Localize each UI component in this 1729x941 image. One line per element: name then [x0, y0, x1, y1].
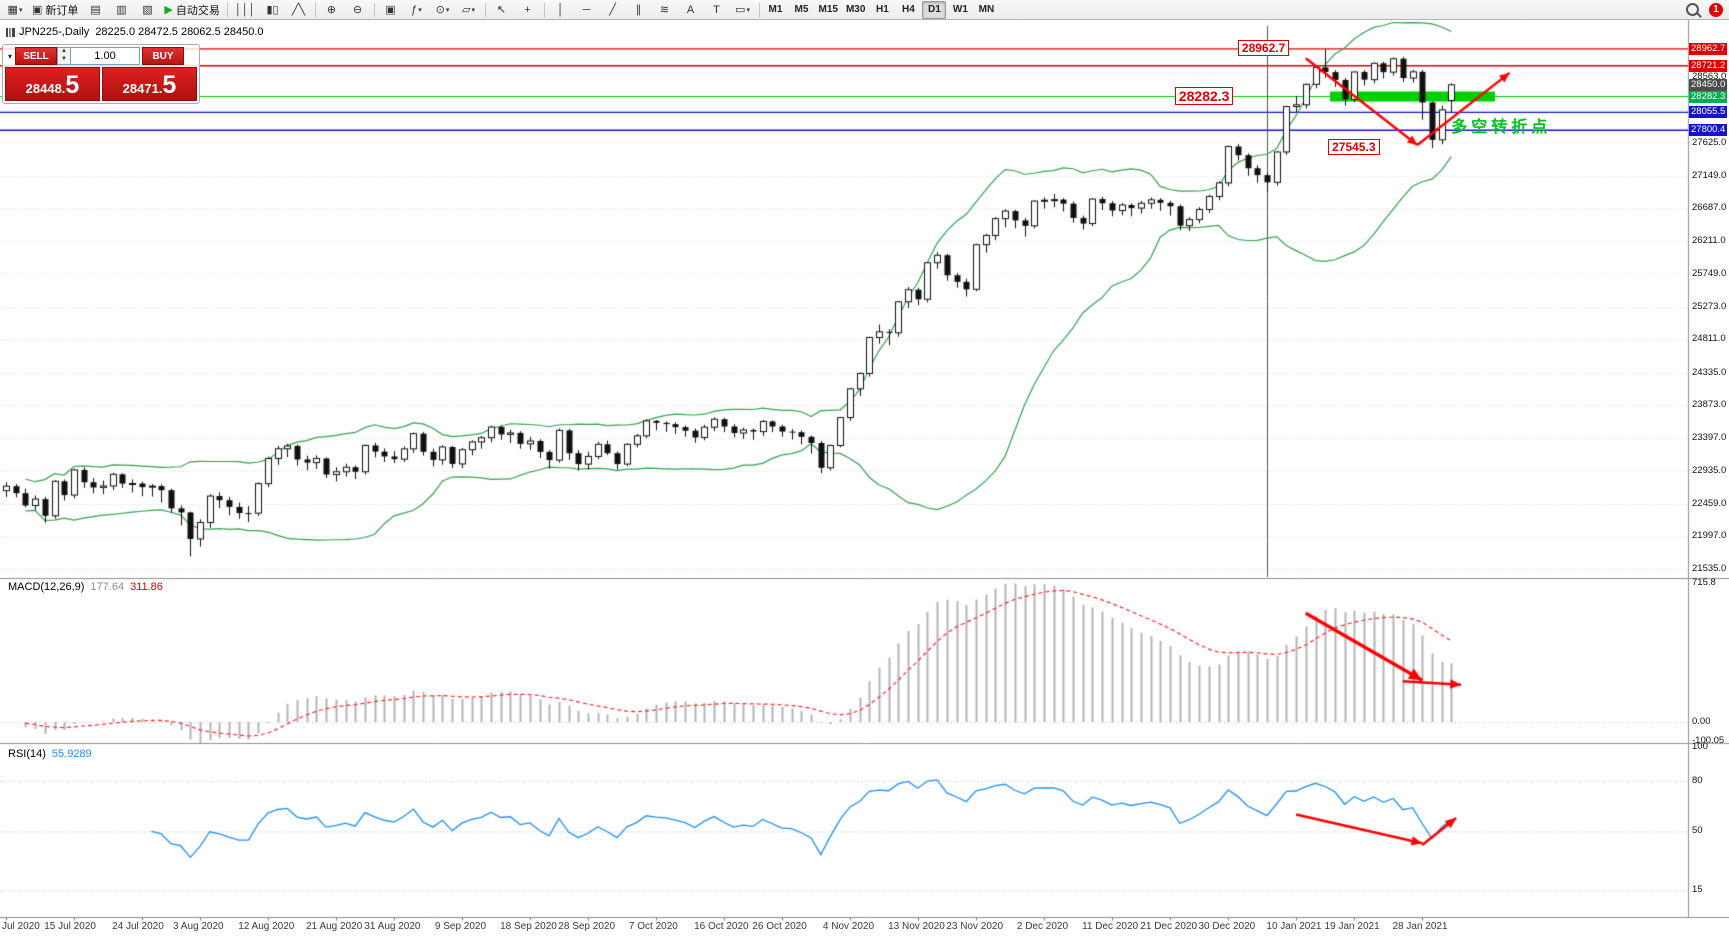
cursor-button[interactable]: ↖ — [490, 1, 514, 19]
text-button[interactable]: A — [679, 1, 703, 19]
sell-button[interactable]: SELL — [15, 47, 57, 65]
toolbar: ▦ ▾ ▣ 新订单 ▤ ▥ ▧ ▶ 自动交易 │││ ▮▯ ╱╲ ⊕ ⊖ ▣ ƒ ▾ ⊙ ▾ ▱ ▾ ↖ + │ ─ ╱ ∥ ≋ A T ▭… — [0, 0, 1729, 20]
horizontal-line-button-icon: ─ — [582, 3, 591, 16]
timeframe-button-H4[interactable]: H4 — [902, 4, 915, 15]
fibonacci-button-icon: ≋ — [659, 4, 670, 16]
periods-button[interactable]: ⊙ ▾ — [431, 1, 455, 19]
autotrading-button-icon: ▶ — [164, 4, 173, 16]
periods-button-icon: ⊙ — [435, 4, 445, 16]
timeframe-button-M5[interactable]: M5 — [794, 4, 809, 15]
label-button-icon: T — [713, 3, 720, 16]
cursor-button-icon: ↖ — [496, 4, 507, 16]
autotrading-button[interactable]: ▶ 自动交易 — [161, 1, 222, 19]
sell-price-button[interactable]: 28448. 5 — [5, 67, 100, 101]
search-icon[interactable] — [1686, 3, 1699, 16]
data-window-button-icon: ▥ — [116, 4, 127, 16]
chevron-down-icon: ▾ — [418, 6, 422, 14]
zoom-out-button-icon: ⊖ — [352, 4, 363, 16]
bar-chart-button[interactable]: │││ — [232, 1, 259, 19]
notification-badge[interactable]: 1 — [1709, 2, 1723, 17]
channel-button[interactable]: ∥ — [627, 1, 651, 19]
crosshair-button-icon: + — [524, 3, 531, 16]
templates-button-icon: ▱ — [462, 4, 471, 16]
fibonacci-button[interactable]: ≋ — [653, 1, 677, 19]
text-button-icon: A — [686, 3, 695, 16]
trendline-button[interactable]: ╱ — [601, 1, 625, 19]
line-chart-button[interactable]: ╱╲ — [287, 1, 311, 19]
zoom-in-button[interactable]: ⊕ — [320, 1, 344, 19]
toolbar-right: 1 — [1686, 2, 1723, 17]
chevron-down-icon: ▾ — [471, 6, 475, 14]
one-click-trading-panel: ▾ SELL ▲ ▼ BUY 28448. 5 28471. 5 — [2, 44, 200, 104]
autotrading-button-label: 自动交易 — [175, 4, 220, 17]
toolbar-separator — [484, 2, 486, 17]
navigator-button-icon: ▧ — [142, 4, 153, 16]
toolbar-separator — [543, 2, 545, 17]
trendline-button-icon: ╱ — [609, 4, 616, 16]
market-watch-button-icon: ▤ — [90, 4, 101, 16]
new-chart-button-icon: ▦ — [7, 4, 18, 16]
tile-windows-button-icon: ▣ — [385, 4, 396, 16]
timeframe-button-M1[interactable]: M1 — [768, 4, 783, 15]
toolbar-separator — [314, 2, 316, 17]
chevron-down-icon: ▾ — [445, 6, 450, 14]
toolbar-separator — [373, 2, 375, 17]
candlestick-chart-button[interactable]: ▮▯ — [261, 1, 285, 19]
shapes-button[interactable]: ▭ ▾ — [731, 1, 755, 19]
shapes-button-icon: ▭ — [735, 4, 746, 16]
candlestick-chart-button-icon: ▮▯ — [266, 4, 279, 16]
line-chart-button-icon: ╱╲ — [291, 4, 306, 16]
vertical-line-button[interactable]: │ — [549, 1, 573, 19]
lot-decrease-icon[interactable]: ▼ — [61, 56, 67, 62]
new-chart-button[interactable]: ▦ ▾ — [3, 1, 27, 19]
collapse-trade-panel-icon[interactable]: ▾ — [7, 51, 12, 61]
bar-chart-button-icon: │││ — [234, 3, 256, 16]
buy-price-button[interactable]: 28471. 5 — [102, 67, 197, 101]
navigator-button[interactable]: ▧ — [135, 1, 159, 19]
timeframe-button-MN[interactable]: MN — [978, 4, 995, 15]
label-button[interactable]: T — [705, 1, 729, 19]
new-order-button-label: 新订单 — [45, 4, 79, 17]
templates-button[interactable]: ▱ ▾ — [457, 1, 481, 19]
timeframe-button-H1[interactable]: H1 — [876, 4, 889, 15]
zoom-out-button[interactable]: ⊖ — [346, 1, 370, 19]
toolbar-separator — [758, 2, 760, 17]
timeframe-button-D1[interactable]: D1 — [922, 0, 947, 19]
market-watch-button[interactable]: ▤ — [83, 1, 107, 19]
ask-price-fraction: 5 — [162, 71, 177, 99]
buy-button[interactable]: BUY — [142, 47, 184, 65]
timeframe-button-M30[interactable]: M30 — [845, 4, 866, 15]
tile-windows-button[interactable]: ▣ — [379, 1, 403, 19]
data-window-button[interactable]: ▥ — [109, 1, 133, 19]
crosshair-button[interactable]: + — [516, 1, 540, 19]
indicators-button-icon: ƒ — [411, 3, 418, 16]
lot-increase-icon[interactable]: ▲ — [61, 48, 67, 54]
timeframe-button-M15[interactable]: M15 — [818, 4, 838, 15]
zoom-in-button-icon: ⊕ — [326, 4, 337, 16]
new-order-button[interactable]: ▣ 新订单 — [29, 1, 81, 19]
timeframe-button-W1[interactable]: W1 — [952, 4, 968, 15]
toolbar-separator — [226, 2, 228, 17]
bid-price-fraction: 5 — [65, 71, 80, 99]
chevron-down-icon: ▾ — [746, 6, 750, 14]
lot-size-input[interactable] — [70, 47, 140, 65]
vertical-line-button-icon: │ — [557, 3, 564, 16]
toolbar-buttons: ▦ ▾ ▣ 新订单 ▤ ▥ ▧ ▶ 自动交易 │││ ▮▯ ╱╲ ⊕ ⊖ ▣ ƒ ▾ ⊙ ▾ ▱ ▾ ↖ + │ ─ ╱ ∥ ≋ A T ▭… — [2, 0, 999, 19]
indicators-button[interactable]: ƒ ▾ — [405, 1, 429, 19]
ask-price: 28471. — [122, 81, 163, 96]
new-order-button-icon: ▣ — [32, 4, 43, 16]
channel-button-icon: ∥ — [635, 4, 642, 16]
horizontal-line-button[interactable]: ─ — [575, 1, 599, 19]
chevron-down-icon: ▾ — [18, 6, 23, 14]
bid-price: 28448. — [25, 81, 66, 96]
